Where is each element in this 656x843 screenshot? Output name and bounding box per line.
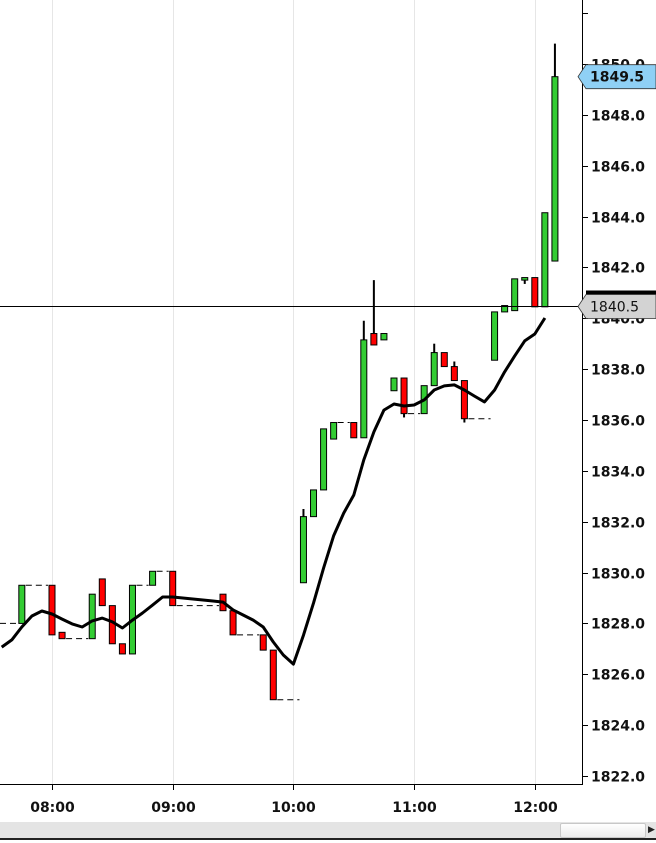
candle-up [521,277,529,281]
candle-up [149,570,157,586]
candle-up [541,212,549,308]
price-tick-label: 1828.0 [591,617,645,633]
candle-up [390,377,398,392]
candle-down [450,366,458,382]
candle-up [330,422,338,440]
candle-up [320,428,328,491]
candle-down [460,380,468,420]
scrollbar-thumb[interactable] [560,823,646,838]
price-tick-label: 1830.0 [591,567,645,583]
price-tick-label: 1824.0 [591,719,645,735]
candle-up [310,489,318,518]
crosshair-label-text: 1840.5 [590,300,639,316]
candles [18,43,559,701]
candle-up [551,76,559,262]
horizontal-scrollbar[interactable]: ▶ [0,822,656,840]
price-tick-label: 1834.0 [591,465,645,481]
price-tick-label: 1842.0 [591,261,645,277]
crosshair-label-bg [577,294,656,319]
candle-down [259,634,267,651]
candle-up [511,278,519,312]
candle-up [491,311,499,361]
price-axis[interactable]: 1822.0 1824.0 1826.0 1828.0 1830.0 1832.0 1834… [582,13,645,786]
last-price-label: 1849.5 [577,64,656,90]
scroll-right-arrow-icon[interactable]: ▶ [648,825,655,835]
candle-down [58,631,66,640]
price-tick-label: 1848.0 [591,109,645,125]
candle-up [299,516,307,584]
candle-down [269,649,277,701]
candle-up [501,305,509,313]
crosshair-price-label: 1840.5 [577,290,656,319]
grid-lines [52,0,536,784]
candle-down [229,610,237,636]
gap-dash-lines [0,413,491,701]
moving-average-line [0,317,547,666]
candle-up [88,593,96,640]
time-axis[interactable]: 08:00 09:00 10:00 11:00 12:00 [30,784,558,816]
candle-down [440,352,448,368]
candle-up [360,339,368,439]
candle-down [118,643,126,655]
price-tick-label: 1832.0 [591,516,645,532]
time-tick-label: 09:00 [151,800,196,816]
candle-down [48,584,56,636]
price-tick-label: 1838.0 [591,363,645,379]
time-tick-label: 12:00 [513,800,558,816]
time-tick-label: 10:00 [271,800,316,816]
price-tick-label: 1836.0 [591,414,645,430]
price-tick-label: 1826.0 [591,668,645,684]
last-price-label-bg [577,64,656,90]
candle-up [430,352,438,387]
candle-down [98,578,106,607]
candle-down [350,422,358,439]
candle-down [169,570,177,607]
candle-down [370,333,378,346]
candle-down [400,377,408,415]
price-chart[interactable]: 1822.0 1824.0 1826.0 1828.0 1830.0 1832.0 1834… [0,0,656,822]
time-tick-label: 11:00 [392,800,437,816]
candle-up [380,333,388,341]
price-tick-label: 1844.0 [591,211,645,227]
last-price-label-text: 1849.5 [590,70,644,86]
price-tick-label: 1822.0 [591,770,645,786]
candle-up [18,584,26,624]
time-tick-label: 08:00 [30,800,75,816]
candle-down [531,277,539,308]
price-tick-label: 1846.0 [591,160,645,176]
crosshair-label-bar [586,290,656,295]
